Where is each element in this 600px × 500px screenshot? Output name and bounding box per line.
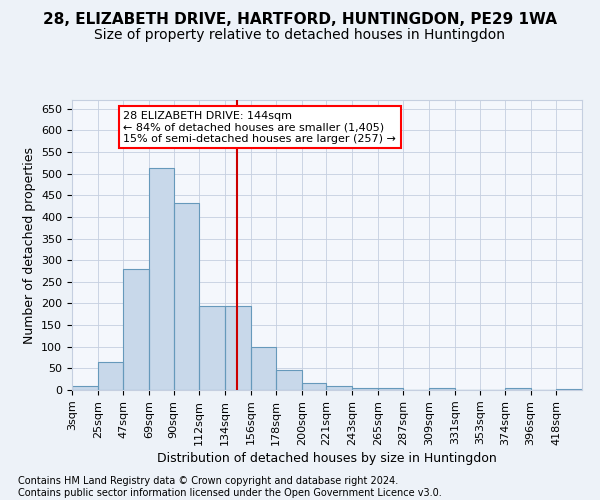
- Text: 28 ELIZABETH DRIVE: 144sqm
← 84% of detached houses are smaller (1,405)
15% of s: 28 ELIZABETH DRIVE: 144sqm ← 84% of deta…: [124, 111, 396, 144]
- Y-axis label: Number of detached properties: Number of detached properties: [23, 146, 35, 344]
- Text: Contains HM Land Registry data © Crown copyright and database right 2024.
Contai: Contains HM Land Registry data © Crown c…: [18, 476, 442, 498]
- Text: 28, ELIZABETH DRIVE, HARTFORD, HUNTINGDON, PE29 1WA: 28, ELIZABETH DRIVE, HARTFORD, HUNTINGDO…: [43, 12, 557, 28]
- Text: Size of property relative to detached houses in Huntingdon: Size of property relative to detached ho…: [95, 28, 505, 42]
- X-axis label: Distribution of detached houses by size in Huntingdon: Distribution of detached houses by size …: [157, 452, 497, 465]
